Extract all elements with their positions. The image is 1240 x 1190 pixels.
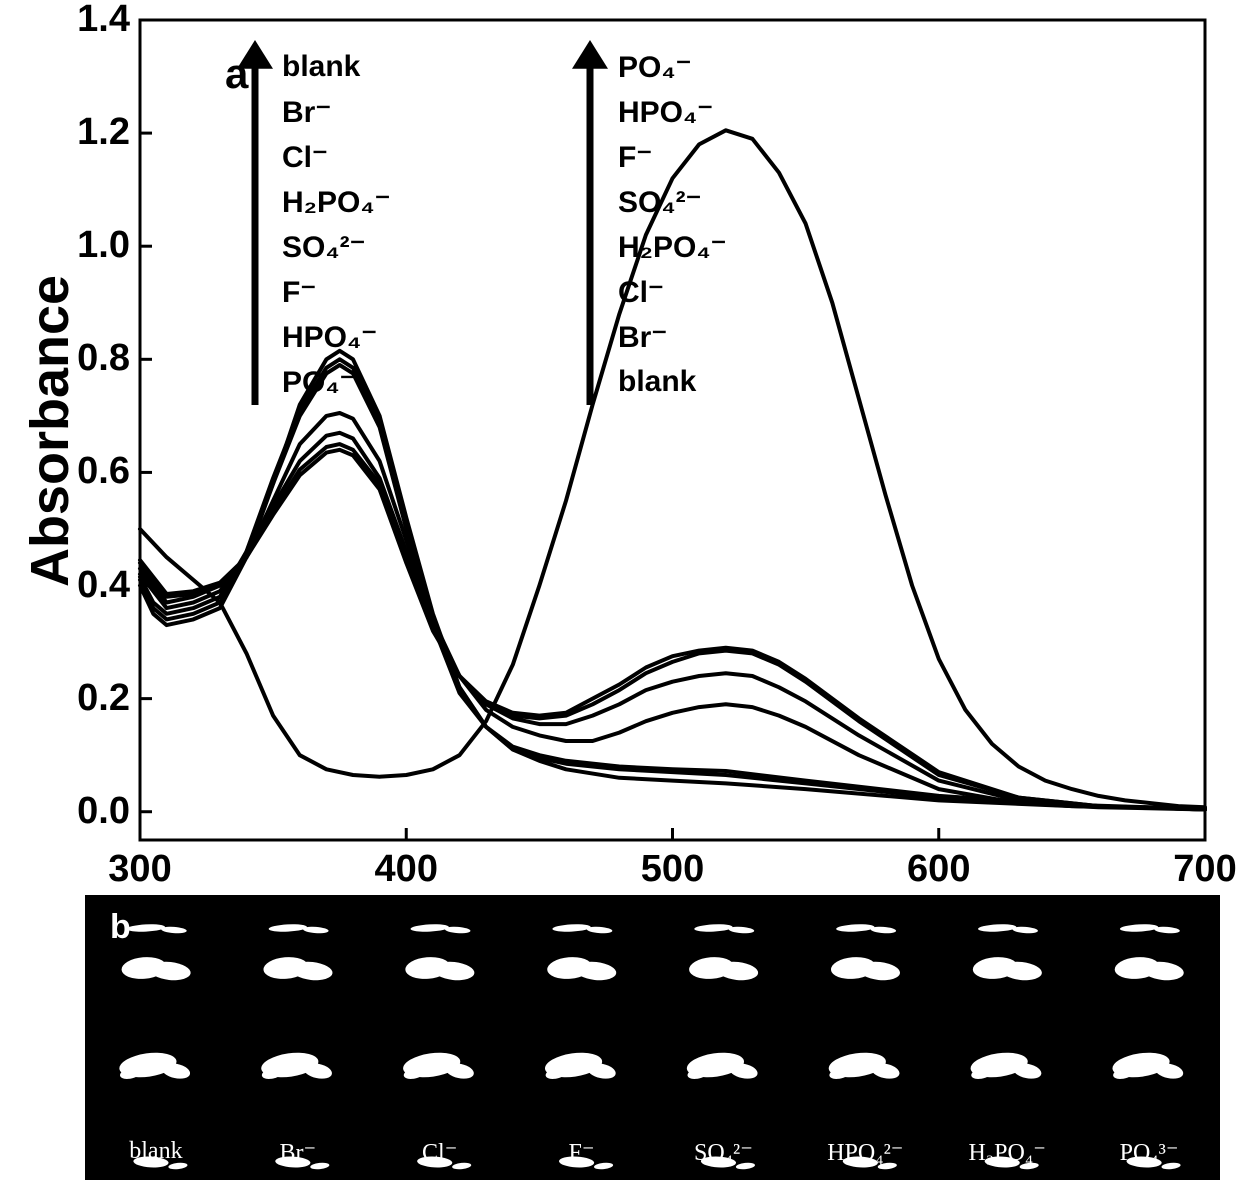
x-tick-label: 400: [361, 848, 451, 891]
y-tick-label: 1.4: [55, 0, 130, 41]
panel-b-letter: b: [110, 908, 131, 947]
y-tick-label: 1.0: [55, 224, 130, 267]
anion-right-1: HPO₄⁻: [618, 95, 713, 130]
sample-label-4: SO₄²⁻: [653, 1138, 795, 1167]
anion-left-2: Cl⁻: [282, 140, 328, 175]
anion-left-0: blank: [282, 50, 360, 84]
anion-right-3: SO₄²⁻: [618, 185, 701, 220]
sample-label-5: HPO₄²⁻: [794, 1138, 936, 1167]
y-tick-label: 0.4: [55, 564, 130, 607]
anion-right-5: Cl⁻: [618, 275, 664, 310]
y-tick-label: 0.0: [55, 790, 130, 833]
sample-label-2: Cl⁻: [369, 1138, 511, 1167]
sample-label-6: H₂PO₄⁻: [936, 1138, 1078, 1167]
anion-left-5: F⁻: [282, 275, 316, 310]
sample-label-0: blank: [85, 1138, 227, 1165]
anion-left-1: Br⁻: [282, 95, 331, 130]
y-axis-label: Absorbance: [19, 251, 81, 611]
spectrum-Br-: [140, 359, 1205, 809]
x-tick-label: 700: [1160, 848, 1240, 891]
anion-right-0: PO₄⁻: [618, 50, 691, 85]
y-tick-label: 0.8: [55, 337, 130, 380]
anion-right-4: H₂PO₄⁻: [618, 230, 726, 265]
sample-label-7: PO₄³⁻: [1078, 1138, 1220, 1167]
figure-svg: [0, 0, 1240, 1190]
x-tick-label: 500: [628, 848, 718, 891]
sample-label-3: F⁻: [511, 1138, 653, 1167]
anion-left-3: H₂PO₄⁻: [282, 185, 390, 220]
y-tick-label: 0.2: [55, 677, 130, 720]
panel-a-letter: a: [225, 50, 248, 98]
spectrum-Cl-: [140, 365, 1205, 809]
x-tick-label: 600: [894, 848, 984, 891]
anion-right-2: F⁻: [618, 140, 652, 175]
sample-label-1: Br⁻: [227, 1138, 369, 1167]
anion-left-7: PO₄⁻: [282, 365, 355, 400]
y-tick-label: 1.2: [55, 111, 130, 154]
anion-right-7: blank: [618, 365, 696, 399]
anion-right-6: Br⁻: [618, 320, 667, 355]
x-tick-label: 300: [95, 848, 185, 891]
anion-left-6: HPO₄⁻: [282, 320, 377, 355]
y-tick-label: 0.6: [55, 450, 130, 493]
anion-left-4: SO₄²⁻: [282, 230, 365, 265]
